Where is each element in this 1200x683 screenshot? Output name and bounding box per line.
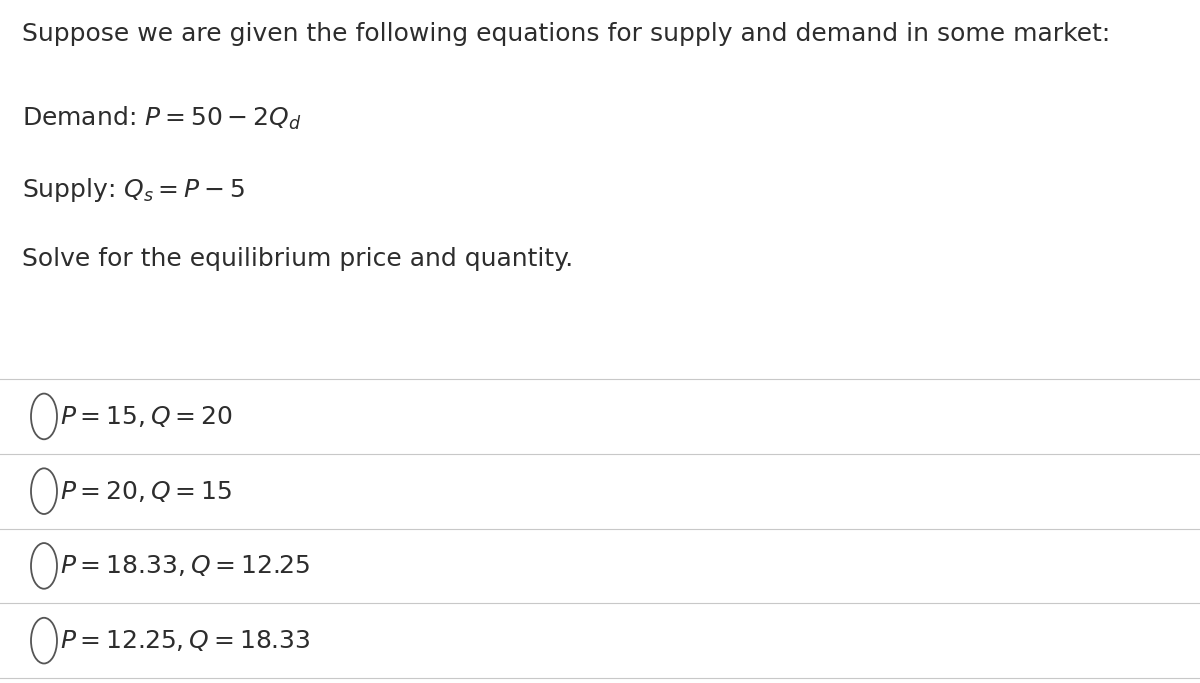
- Text: $P = 15, Q = 20$: $P = 15, Q = 20$: [60, 404, 233, 429]
- Text: Supply: $Q_s = P - 5$: Supply: $Q_s = P - 5$: [22, 176, 245, 204]
- Text: Solve for the equilibrium price and quantity.: Solve for the equilibrium price and quan…: [22, 247, 574, 272]
- Text: Suppose we are given the following equations for supply and demand in some marke: Suppose we are given the following equat…: [22, 22, 1110, 46]
- Text: Demand: $P = 50 - 2Q_d$: Demand: $P = 50 - 2Q_d$: [22, 104, 301, 132]
- Text: $P = 20, Q = 15$: $P = 20, Q = 15$: [60, 479, 233, 503]
- Text: $P = 12.25, Q = 18.33$: $P = 12.25, Q = 18.33$: [60, 628, 311, 653]
- Text: $P = 18.33, Q = 12.25$: $P = 18.33, Q = 12.25$: [60, 553, 311, 579]
